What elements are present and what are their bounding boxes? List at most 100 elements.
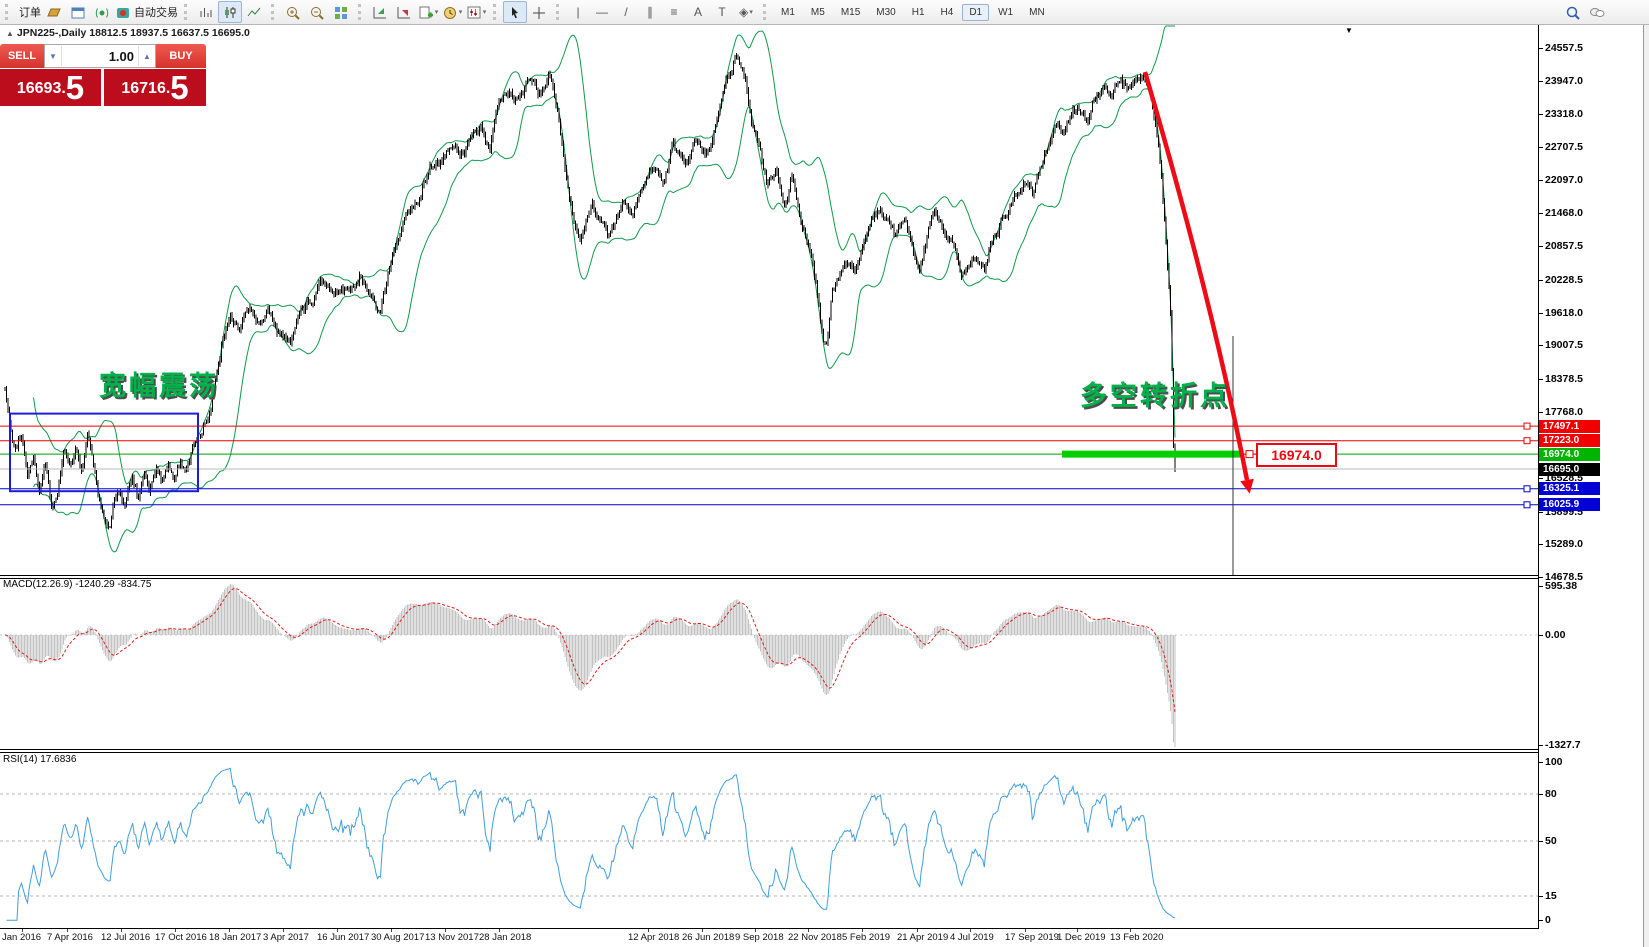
chat-icon[interactable] bbox=[1585, 1, 1609, 23]
date-tick-mark bbox=[702, 929, 703, 932]
macd-signal-line bbox=[4, 588, 1176, 713]
bar-chart-icon[interactable] bbox=[194, 1, 218, 23]
timeframe-h1[interactable]: H1 bbox=[911, 6, 925, 18]
date-label: Jan 2016 bbox=[2, 932, 42, 943]
search-icon[interactable] bbox=[1561, 1, 1585, 23]
zoom-out-icon[interactable] bbox=[305, 1, 329, 23]
date-label: 3 Apr 2017 bbox=[263, 932, 309, 943]
signals-icon[interactable] bbox=[90, 1, 114, 23]
range-box[interactable] bbox=[9, 412, 199, 493]
turning-point-annotation-text[interactable]: 多空转折点 bbox=[1080, 381, 1230, 411]
sell-price-big-digit: 5 bbox=[65, 69, 85, 106]
cursor-icon[interactable] bbox=[503, 1, 527, 23]
rsi-tick: 50 bbox=[1539, 835, 1557, 847]
fibonacci-icon[interactable]: ≡ bbox=[662, 1, 686, 23]
date-tick-mark bbox=[808, 929, 809, 932]
vertical-line-icon[interactable]: | bbox=[566, 1, 590, 23]
volume-decrease-button[interactable]: ▼ bbox=[45, 46, 62, 66]
shapes-icon[interactable]: ◈ ▾ bbox=[734, 1, 758, 23]
rsi-line bbox=[6, 767, 1176, 921]
range-annotation-text[interactable]: 宽幅震荡 bbox=[99, 371, 219, 401]
date-label: 17 Sep 2019 bbox=[1005, 932, 1059, 943]
sell-arrow[interactable] bbox=[1142, 71, 1254, 494]
timeframe-mn[interactable]: MN bbox=[1029, 6, 1045, 18]
macd-rsi-separator[interactable] bbox=[0, 749, 1643, 750]
buy-price-display[interactable]: 16716. 5 bbox=[104, 69, 206, 106]
template-icon[interactable]: ▾ bbox=[464, 1, 488, 23]
timeframe-h4[interactable]: H4 bbox=[940, 6, 954, 18]
toolbar-grip-handle[interactable] bbox=[5, 4, 11, 20]
date-label: 7 Apr 2016 bbox=[47, 932, 93, 943]
trendline-icon[interactable]: / bbox=[614, 1, 638, 23]
toolbar-grip-handle[interactable] bbox=[493, 4, 499, 20]
toolbar-grip-handle[interactable] bbox=[271, 4, 277, 20]
horizontal-line-16025.9[interactable] bbox=[0, 501, 1538, 509]
line-chart-icon[interactable] bbox=[242, 1, 266, 23]
buy-button[interactable]: BUY bbox=[156, 44, 206, 68]
zoom-in-icon[interactable] bbox=[281, 1, 305, 23]
price-tick: 21468.0 bbox=[1539, 207, 1583, 220]
date-axis[interactable]: Jan 2016 7 Apr 2016 12 Jul 2016 17 Oct 2016… bbox=[0, 929, 1643, 947]
toolbar-grip-handle[interactable] bbox=[184, 4, 190, 20]
tile-windows-icon[interactable] bbox=[329, 1, 353, 23]
text-icon[interactable]: A bbox=[686, 1, 710, 23]
period-clock-icon[interactable]: ▾ bbox=[440, 1, 464, 23]
market-watch-icon[interactable] bbox=[66, 1, 90, 23]
volume-input[interactable]: 1.00 bbox=[108, 48, 134, 64]
chart-shift-marker[interactable]: ▼ bbox=[1345, 26, 1353, 35]
equidistant-channel-icon[interactable]: ∥ bbox=[638, 1, 662, 23]
text-label-icon[interactable]: T bbox=[710, 1, 734, 23]
sell-price-display[interactable]: 16693. 5 bbox=[0, 69, 101, 106]
candlestick-chart-icon[interactable] bbox=[218, 1, 242, 23]
macd-tick: 0.00 bbox=[1538, 629, 1566, 641]
date-label: 28 Jan 2018 bbox=[479, 932, 532, 943]
shapes-icon-dropdown-icon[interactable]: ▾ bbox=[749, 9, 753, 16]
autotrade-button[interactable]: 自动交易 bbox=[114, 1, 179, 23]
date-tick-mark bbox=[283, 929, 284, 932]
date-label: 12 Apr 2018 bbox=[628, 932, 680, 943]
timeframe-m30[interactable]: M30 bbox=[876, 6, 896, 18]
loss-chart-icon[interactable] bbox=[392, 1, 416, 23]
main-macd-separator-2 bbox=[0, 578, 1643, 579]
chart-window-icon[interactable] bbox=[42, 1, 66, 23]
date-label: 16 Jun 2017 bbox=[317, 932, 370, 943]
price-badge: 16974.0 bbox=[1539, 447, 1600, 461]
toolbar-grip-handle[interactable] bbox=[358, 4, 364, 20]
macd-histogram bbox=[6, 584, 1176, 747]
toolbar-grip-handle[interactable] bbox=[556, 4, 562, 20]
profit-chart-icon[interactable] bbox=[368, 1, 392, 23]
date-tick-mark bbox=[970, 929, 971, 932]
date-label: 30 Aug 2017 bbox=[371, 932, 425, 943]
macd-rsi-separator-2 bbox=[0, 752, 1643, 753]
shapes-icon-glyph: ◈ bbox=[739, 5, 749, 19]
horizontal-line-17497.1[interactable] bbox=[0, 422, 1538, 430]
price-tick: 22707.5 bbox=[1539, 141, 1583, 154]
date-tick-mark bbox=[22, 929, 23, 932]
timeframe-d1[interactable]: D1 bbox=[962, 3, 990, 21]
new-order-button[interactable]: 订单 bbox=[15, 1, 42, 23]
timeframe-m5[interactable]: M5 bbox=[810, 6, 825, 18]
horizontal-line-icon[interactable]: — bbox=[590, 1, 614, 23]
buy-price-main: 16716. bbox=[121, 80, 171, 97]
price-tick: 17768.0 bbox=[1539, 405, 1583, 418]
date-tick-mark bbox=[229, 929, 230, 932]
horizontal-line-16325.1[interactable] bbox=[0, 485, 1538, 493]
main-macd-separator[interactable] bbox=[0, 575, 1643, 576]
date-label: 1 Dec 2019 bbox=[1057, 932, 1106, 943]
price-tick: 24557.5 bbox=[1539, 42, 1583, 54]
add-indicator-icon-dropdown-icon[interactable]: ▾ bbox=[434, 9, 439, 16]
price-tick: 20228.5 bbox=[1539, 273, 1583, 286]
price-tag-label[interactable]: 16974.0 bbox=[1256, 443, 1337, 467]
timeframe-m1[interactable]: M1 bbox=[781, 6, 795, 18]
toolbar: 订单 自动交易 ▾ ▾ ▾ | — / ∥ ≡ A T ◈ ▾ M1 M5 M15 M30 H1 H4 D1 W1 MN bbox=[0, 0, 1649, 25]
period-clock-icon-dropdown-icon[interactable]: ▾ bbox=[458, 9, 463, 16]
sell-button[interactable]: SELL bbox=[0, 44, 44, 68]
timeframe-m15[interactable]: M15 bbox=[840, 6, 861, 18]
crosshair-icon[interactable] bbox=[527, 1, 551, 23]
toolbar-grip-handle[interactable] bbox=[763, 4, 769, 20]
add-indicator-icon[interactable]: ▾ bbox=[416, 1, 440, 23]
volume-increase-button[interactable]: ▲ bbox=[138, 46, 155, 66]
template-icon-dropdown-icon[interactable]: ▾ bbox=[482, 9, 487, 16]
timeframe-w1[interactable]: W1 bbox=[998, 6, 1014, 18]
